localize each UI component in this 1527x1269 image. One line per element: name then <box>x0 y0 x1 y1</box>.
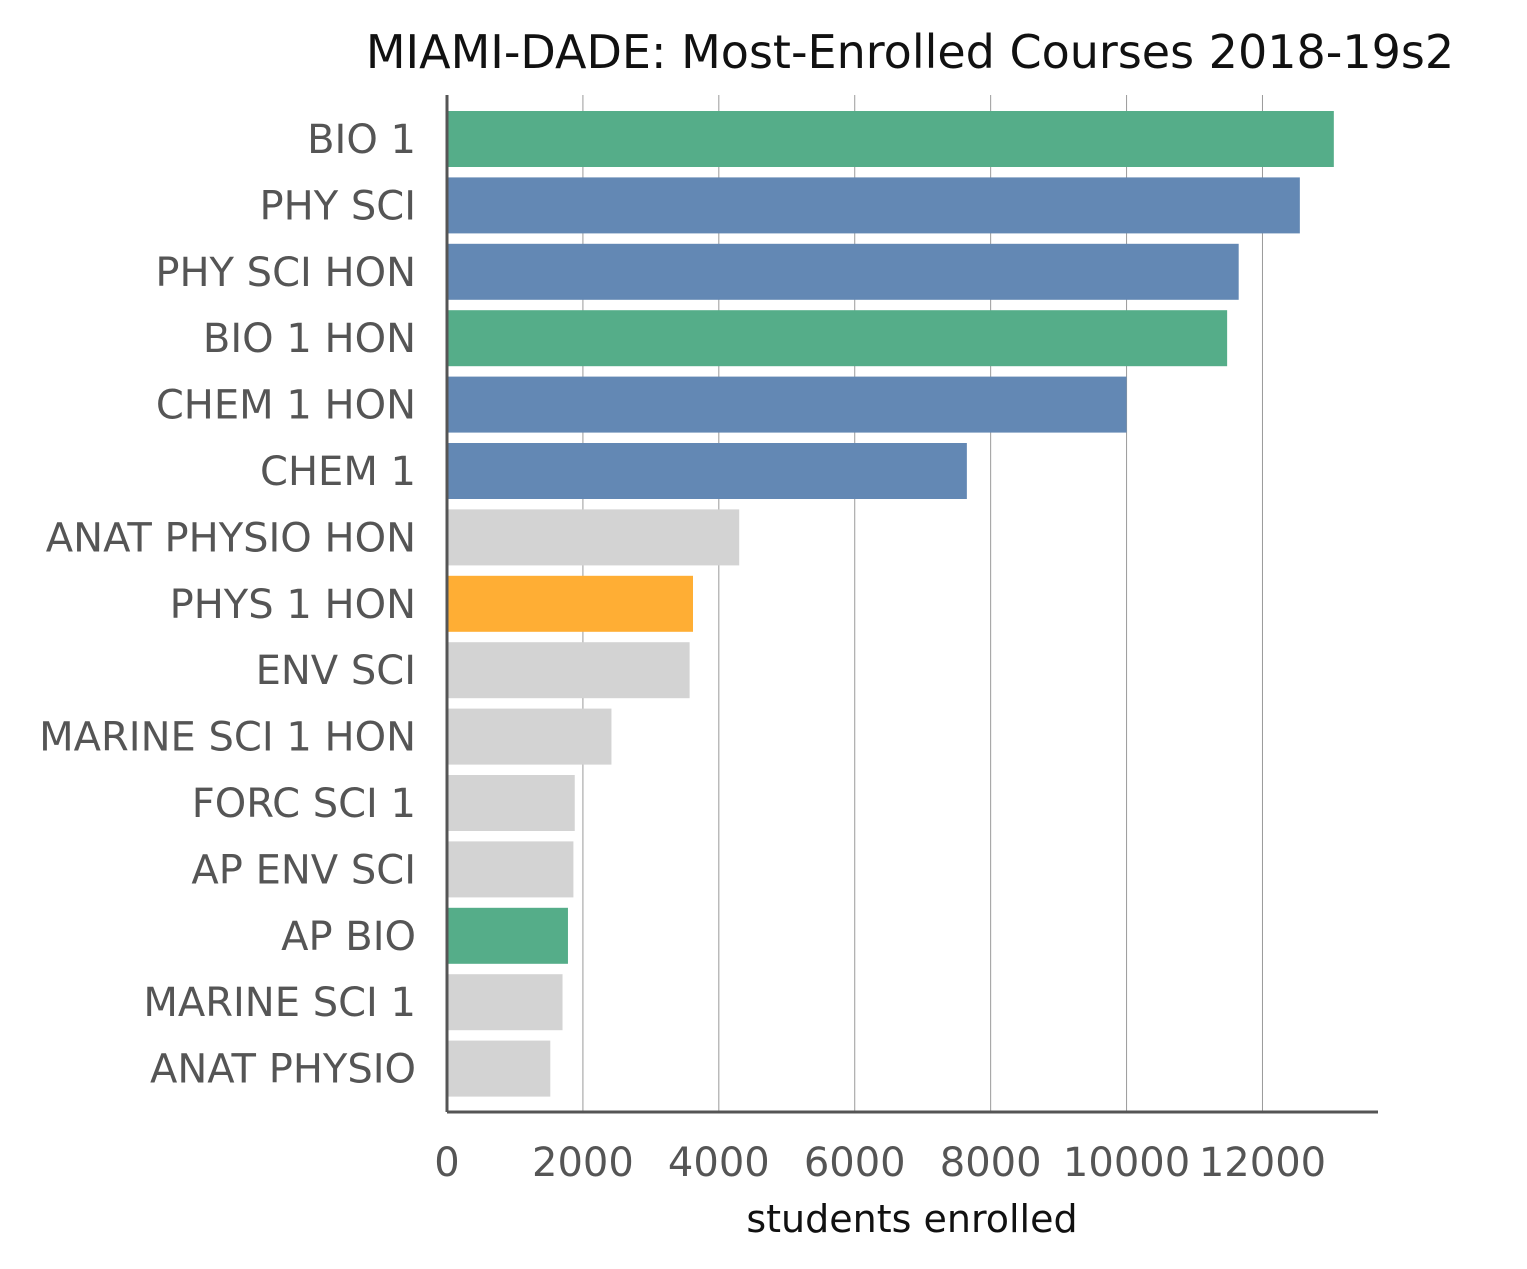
bar-phy-sci <box>447 177 1300 234</box>
category-label-ap-bio: AP BIO <box>281 914 416 960</box>
bar-env-sci <box>447 642 690 699</box>
category-label-anat-physio: ANAT PHYSIO <box>150 1047 416 1093</box>
category-label-bio-1: BIO 1 <box>307 117 416 163</box>
category-label-env-sci: ENV SCI <box>256 648 416 694</box>
x-tick-label-8000: 8000 <box>940 1140 1042 1186</box>
category-label-forc-sci-1: FORC SCI 1 <box>192 781 416 827</box>
category-label-marine-sci-1: MARINE SCI 1 <box>143 980 416 1026</box>
bar-phys-1-hon <box>447 575 694 632</box>
category-labels: BIO 1 PHY SCI PHY SCI HON BIO 1 HON CHEM 1 H… <box>39 117 416 1093</box>
category-label-chem-1-hon: CHEM 1 HON <box>156 383 416 429</box>
bars <box>447 111 1334 1097</box>
category-label-bio-1-hon: BIO 1 HON <box>203 316 416 362</box>
category-label-phy-sci-hon: PHY SCI HON <box>155 250 416 296</box>
bar-chem-1 <box>447 443 967 499</box>
bar-chem-1-hon <box>447 376 1127 433</box>
bar-marine-sci-1 <box>447 974 563 1031</box>
category-label-phy-sci: PHY SCI <box>260 183 416 229</box>
x-axis-label: students enrolled <box>746 1197 1077 1241</box>
x-tick-label-12000: 12000 <box>1199 1140 1326 1186</box>
bar-forc-sci-1 <box>447 775 575 831</box>
bar-anat-physio <box>447 1040 551 1097</box>
x-tick-label-2000: 2000 <box>532 1140 634 1186</box>
x-tick-labels: 0 2000 4000 6000 8000 10000 12000 <box>434 1140 1326 1186</box>
x-tick-label-10000: 10000 <box>1063 1140 1190 1186</box>
chart-title: MIAMI-DADE: Most-Enrolled Courses 2018-1… <box>366 25 1454 79</box>
category-label-anat-physio-hon: ANAT PHYSIO HON <box>46 515 416 561</box>
x-tick-label-4000: 4000 <box>668 1140 770 1186</box>
bar-anat-physio-hon <box>447 509 740 566</box>
bar-marine-sci-1-hon <box>447 708 612 765</box>
bar-bio-1-hon <box>447 310 1228 367</box>
category-label-chem-1: CHEM 1 <box>260 449 416 495</box>
bar-phy-sci-hon <box>447 243 1239 300</box>
bar-ap-bio <box>447 907 568 964</box>
bar-ap-env-sci <box>447 841 574 898</box>
x-tick-label-6000: 6000 <box>804 1140 906 1186</box>
x-tick-label-0: 0 <box>434 1140 459 1186</box>
bar-bio-1 <box>447 111 1334 167</box>
category-label-phys-1-hon: PHYS 1 HON <box>170 582 416 628</box>
category-label-marine-sci-1-hon: MARINE SCI 1 HON <box>39 715 416 761</box>
category-label-ap-env-sci: AP ENV SCI <box>191 847 416 893</box>
